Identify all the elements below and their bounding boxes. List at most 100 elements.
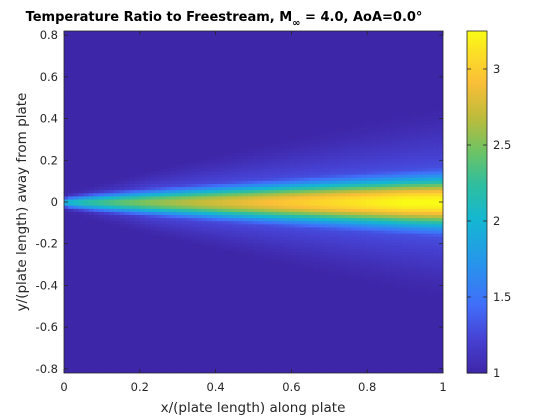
- heatmap-cell: [201, 161, 208, 166]
- heatmap-cell: [268, 335, 275, 340]
- heatmap-cell: [98, 251, 105, 256]
- heatmap-cell: [196, 323, 203, 327]
- heatmap-cell: [73, 43, 79, 48]
- heatmap-cell: [191, 161, 198, 166]
- heatmap-cell: [64, 345, 69, 349]
- heatmap-cell: [78, 217, 85, 222]
- heatmap-cell: [191, 155, 198, 160]
- heatmap-cell: [73, 273, 79, 278]
- heatmap-cell: [242, 46, 249, 51]
- heatmap-cell: [64, 124, 69, 128]
- heatmap-cell: [258, 174, 264, 178]
- heatmap-cell: [165, 217, 172, 222]
- heatmap-cell: [114, 307, 121, 312]
- heatmap-cell: [186, 124, 192, 128]
- heatmap-cell: [155, 254, 162, 259]
- heatmap-cell: [165, 189, 172, 194]
- heatmap-cell: [124, 245, 131, 250]
- heatmap-cell: [237, 49, 244, 54]
- heatmap-cell: [211, 43, 218, 48]
- heatmap-cell: [88, 37, 95, 41]
- heatmap-cell: [78, 261, 85, 265]
- heatmap-cell: [222, 111, 228, 116]
- heatmap-cell: [68, 236, 74, 240]
- heatmap-cell: [181, 341, 187, 346]
- heatmap-cell: [196, 295, 203, 299]
- heatmap-cell: [93, 96, 100, 100]
- heatmap-cell: [232, 298, 239, 303]
- heatmap-cell: [139, 298, 146, 303]
- heatmap-cell: [206, 102, 213, 107]
- heatmap-cell: [283, 357, 290, 362]
- heatmap-cell: [170, 295, 177, 299]
- heatmap-cell: [139, 136, 146, 141]
- heatmap-cell: [211, 118, 218, 122]
- heatmap-cell: [53, 174, 59, 178]
- heatmap-cell: [139, 261, 146, 265]
- heatmap-cell: [88, 40, 95, 45]
- heatmap-cell: [196, 40, 203, 45]
- heatmap-cell: [114, 55, 121, 60]
- heatmap-cell: [196, 189, 203, 194]
- heatmap-cell: [211, 65, 218, 69]
- heatmap-cell: [175, 189, 182, 194]
- heatmap-cell: [186, 177, 192, 181]
- heatmap-cell: [263, 174, 269, 178]
- heatmap-cell: [247, 310, 254, 315]
- heatmap-cell: [124, 233, 131, 237]
- heatmap-cell: [252, 96, 259, 100]
- heatmap-cell: [268, 118, 275, 122]
- heatmap-cell: [268, 43, 275, 48]
- heatmap-cell: [181, 31, 187, 35]
- heatmap-cell: [139, 186, 146, 191]
- heatmap-cell: [73, 239, 79, 244]
- heatmap-cell: [88, 254, 95, 259]
- heatmap-cell: [206, 124, 213, 128]
- heatmap-cell: [201, 167, 208, 172]
- heatmap-cell: [201, 198, 208, 203]
- heatmap-cell: [191, 34, 198, 38]
- heatmap-cell: [232, 326, 239, 331]
- heatmap-cell: [119, 52, 126, 57]
- heatmap-cell: [258, 177, 264, 181]
- heatmap-cell: [165, 205, 172, 209]
- heatmap-cell: [252, 354, 259, 359]
- heatmap-cell: [119, 208, 126, 212]
- heatmap-cell: [263, 301, 269, 306]
- heatmap-cell: [150, 127, 156, 132]
- heatmap-cell: [278, 276, 285, 281]
- heatmap-cell: [78, 133, 85, 138]
- heatmap-cell: [191, 360, 198, 365]
- heatmap-cell: [258, 127, 264, 132]
- heatmap-cell: [242, 37, 249, 41]
- heatmap-cell: [252, 124, 259, 128]
- heatmap-cell: [145, 335, 151, 340]
- heatmap-cell: [73, 195, 79, 200]
- heatmap-cell: [155, 124, 162, 128]
- heatmap-cell: [196, 366, 203, 371]
- heatmap-cell: [114, 270, 121, 275]
- heatmap-cell: [227, 114, 234, 119]
- heatmap-cell: [68, 341, 74, 346]
- heatmap-cell: [263, 149, 269, 153]
- heatmap-cell: [119, 170, 126, 175]
- heatmap-cell: [273, 345, 280, 349]
- heatmap-cell: [53, 47, 59, 51]
- heatmap-cell: [73, 345, 79, 349]
- heatmap-cell: [58, 165, 64, 169]
- heatmap-cell: [98, 99, 105, 104]
- heatmap-cell: [73, 276, 79, 281]
- heatmap-cell: [68, 351, 74, 355]
- heatmap-cell: [150, 180, 156, 184]
- heatmap-cell: [139, 245, 146, 250]
- heatmap-cell: [268, 332, 275, 337]
- heatmap-cell: [124, 198, 131, 203]
- heatmap-cell: [191, 37, 198, 41]
- heatmap-cell: [150, 285, 156, 290]
- heatmap-cell: [258, 239, 264, 244]
- heatmap-cell: [119, 114, 126, 119]
- heatmap-cell: [139, 257, 146, 262]
- heatmap-cell: [186, 52, 192, 57]
- heatmap-cell: [181, 285, 187, 290]
- heatmap-cell: [196, 133, 203, 138]
